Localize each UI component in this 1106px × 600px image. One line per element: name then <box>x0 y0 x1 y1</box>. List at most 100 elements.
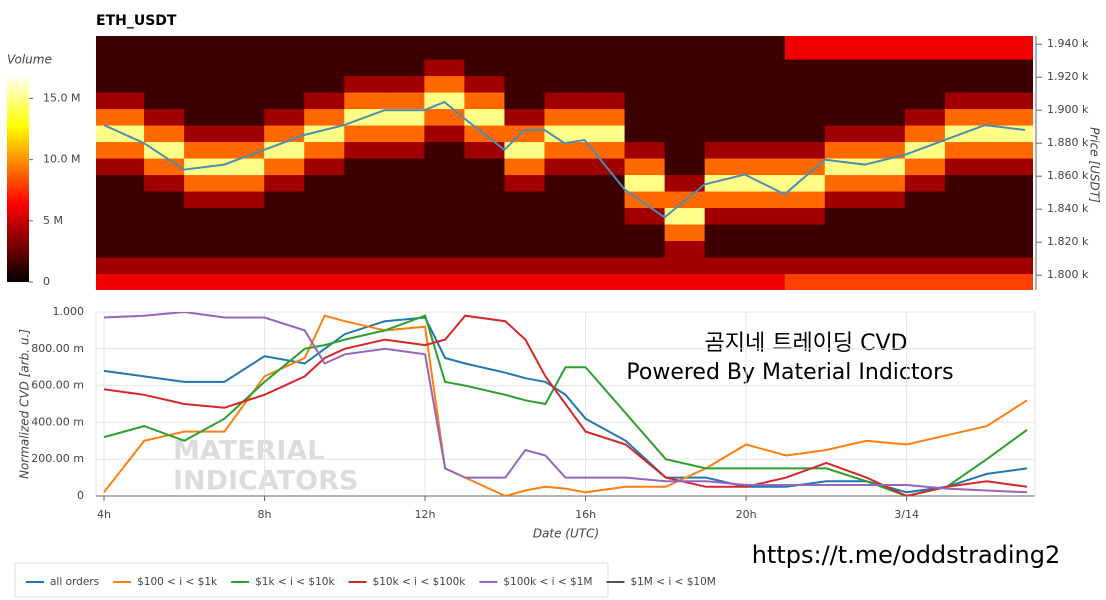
heatmap-cell <box>784 75 826 93</box>
heatmap-cell <box>464 207 505 225</box>
heatmap-cell <box>624 240 666 258</box>
colorbar-tick-label: 15.0 M <box>43 91 80 104</box>
heatmap-cell <box>944 92 986 110</box>
heatmap-cell <box>264 158 305 176</box>
heatmap-cell <box>744 92 786 110</box>
legend-label: $100k < i < $1M <box>503 576 592 588</box>
heatmap-cell <box>464 158 505 176</box>
heatmap-cell <box>984 257 1033 275</box>
heatmap-cell <box>744 191 786 209</box>
heatmap-cell <box>584 273 626 290</box>
heatmap-cell <box>984 158 1033 176</box>
heatmap-cell <box>144 36 185 60</box>
heatmap-cell <box>584 224 626 242</box>
heatmap-cell <box>864 75 906 93</box>
heatmap-cell <box>96 108 145 126</box>
heatmap-cell <box>304 191 345 209</box>
heatmap-cell <box>824 273 866 290</box>
heatmap-cell <box>904 207 946 225</box>
heatmap-cell <box>904 240 946 258</box>
heatmap-cell <box>704 125 746 143</box>
heatmap-cell <box>96 224 145 242</box>
y-tick-label: 1.840 k <box>1047 202 1089 215</box>
heatmap-cell <box>544 92 586 110</box>
heatmap-cell <box>424 273 465 290</box>
heatmap-cell <box>344 59 385 77</box>
heatmap-cell <box>584 141 626 159</box>
heatmap-cell <box>344 92 385 110</box>
heatmap-cell <box>464 191 505 209</box>
heatmap-cell <box>784 273 826 290</box>
heatmap-cell <box>264 240 305 258</box>
heatmap-cell <box>424 141 465 159</box>
heatmap-cell <box>704 207 746 225</box>
heatmap-cell <box>424 174 465 192</box>
heatmap-cell <box>624 92 666 110</box>
heatmap-cell <box>624 36 666 60</box>
heatmap-cell <box>184 141 225 159</box>
heatmap-cell <box>384 174 425 192</box>
heatmap-cell <box>144 257 185 275</box>
heatmap-cell <box>944 174 986 192</box>
heatmap-cell <box>384 59 425 77</box>
x-axis-label: Date (UTC) <box>533 527 599 541</box>
heatmap-cell <box>504 108 545 126</box>
heatmap-cell <box>384 125 425 143</box>
heatmap-cell <box>824 207 866 225</box>
watermark: MATERIAL <box>173 436 324 467</box>
heatmap-cell <box>584 125 626 143</box>
heatmap-cell <box>824 158 866 176</box>
heatmap-cell <box>224 207 265 225</box>
heatmap-cell <box>424 75 465 93</box>
heatmap-cell <box>584 36 626 60</box>
heatmap-cell <box>944 158 986 176</box>
heatmap-cell <box>504 141 545 159</box>
heatmap-cell <box>984 36 1033 60</box>
heatmap-cell <box>584 108 626 126</box>
heatmap-cell <box>704 273 746 290</box>
colorbar-label: Volume <box>7 53 52 67</box>
y-tick-label: 800.00 m <box>31 342 84 355</box>
heatmap-cell <box>344 207 385 225</box>
heatmap-cell <box>584 92 626 110</box>
heatmap-cell <box>504 207 545 225</box>
heatmap-cell <box>384 36 425 60</box>
heatmap-cell <box>504 125 545 143</box>
heatmap-cell <box>744 257 786 275</box>
y-tick-label: 0 <box>77 489 84 502</box>
heatmap-cell <box>984 141 1033 159</box>
heatmap-cell <box>944 257 986 275</box>
heatmap-cell <box>384 92 425 110</box>
heatmap-cell <box>904 59 946 77</box>
legend <box>14 562 609 598</box>
heatmap-cell <box>344 36 385 60</box>
heatmap-cell <box>984 273 1033 290</box>
heatmap-cell <box>344 158 385 176</box>
heatmap-cell <box>424 207 465 225</box>
series-line <box>103 314 1028 496</box>
heatmap-cell <box>504 36 545 60</box>
heatmap-cell <box>504 240 545 258</box>
heatmap-cell <box>664 207 706 225</box>
heatmap-cell <box>464 36 505 60</box>
heatmap-cell <box>384 108 425 126</box>
heatmap-cell <box>464 224 505 242</box>
heatmap-cell <box>424 92 465 110</box>
heatmap-cell <box>344 257 385 275</box>
heatmap-cell <box>504 75 545 93</box>
heatmap-cell <box>424 257 465 275</box>
heatmap-cell <box>744 207 786 225</box>
heatmap-cell <box>744 158 786 176</box>
heatmap-cell <box>704 75 746 93</box>
heatmap-cell <box>464 59 505 77</box>
heatmap-cell <box>464 240 505 258</box>
y-tick-label: 1.900 k <box>1047 103 1089 116</box>
heatmap-cell <box>264 257 305 275</box>
heatmap-cell <box>864 174 906 192</box>
heatmap-cell <box>384 240 425 258</box>
heatmap-cell <box>544 207 586 225</box>
heatmap-cell <box>744 75 786 93</box>
heatmap-cell <box>544 273 586 290</box>
heatmap-cell <box>264 141 305 159</box>
